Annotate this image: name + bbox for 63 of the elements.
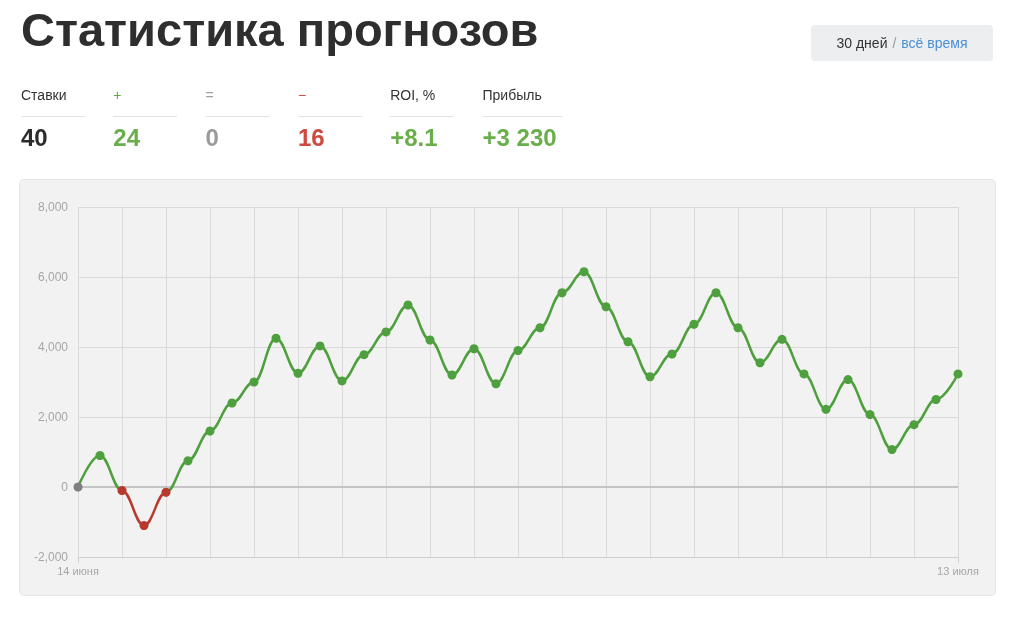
point xyxy=(117,486,127,495)
point xyxy=(843,375,853,385)
point xyxy=(601,302,611,312)
point xyxy=(953,369,963,379)
point xyxy=(733,323,743,333)
text: ROI, % xyxy=(390,84,455,117)
y-tick-label: 6,000 xyxy=(37,270,69,284)
point xyxy=(469,344,479,354)
point xyxy=(579,267,589,277)
y-tick-label: 4,000 xyxy=(37,340,69,354)
point xyxy=(755,358,765,368)
text: = xyxy=(205,84,270,117)
point xyxy=(821,404,831,414)
y-tick-label: 0 xyxy=(61,480,69,494)
point xyxy=(381,327,391,337)
point xyxy=(271,333,281,343)
point xyxy=(227,398,237,408)
y-tick-label: 8,000 xyxy=(37,200,69,214)
period-toggle: 30 дней / всё время xyxy=(811,25,993,61)
text: + xyxy=(113,84,178,117)
text: +8.1 xyxy=(390,123,439,153)
x-tick-label: 14 июня xyxy=(57,564,99,577)
y-tick-label: -2,000 xyxy=(33,550,69,564)
point xyxy=(865,410,875,420)
point xyxy=(403,300,413,310)
point xyxy=(777,334,787,344)
point xyxy=(73,482,83,492)
point xyxy=(161,487,171,497)
point xyxy=(95,451,105,460)
text: Ставки xyxy=(21,84,85,117)
point xyxy=(623,337,633,347)
point xyxy=(491,379,501,389)
text: 16 xyxy=(297,123,326,153)
point xyxy=(249,377,259,387)
point xyxy=(887,445,897,455)
text: Прибыль xyxy=(482,84,563,117)
chart-title: Статистика прогнозов xyxy=(21,3,539,56)
point xyxy=(447,370,457,380)
point xyxy=(337,376,347,386)
point xyxy=(139,521,149,530)
point xyxy=(513,346,523,355)
text: +3 230 xyxy=(482,123,558,153)
point xyxy=(667,349,677,359)
point xyxy=(799,369,809,379)
text: 40 xyxy=(21,123,49,153)
text: − xyxy=(297,84,362,117)
point xyxy=(359,350,369,360)
point xyxy=(315,341,325,351)
text: 24 xyxy=(113,123,141,153)
point xyxy=(535,323,545,333)
point xyxy=(645,372,655,382)
point xyxy=(205,426,215,436)
point xyxy=(689,319,699,329)
text: 0 xyxy=(205,123,220,153)
x-tick-label: 13 июля xyxy=(937,564,979,577)
point xyxy=(557,288,567,298)
point xyxy=(909,420,919,430)
point xyxy=(425,335,435,345)
point xyxy=(183,456,193,466)
point xyxy=(931,395,941,404)
point xyxy=(293,368,303,378)
y-tick-label: 2,000 xyxy=(37,410,69,424)
point xyxy=(711,288,721,298)
